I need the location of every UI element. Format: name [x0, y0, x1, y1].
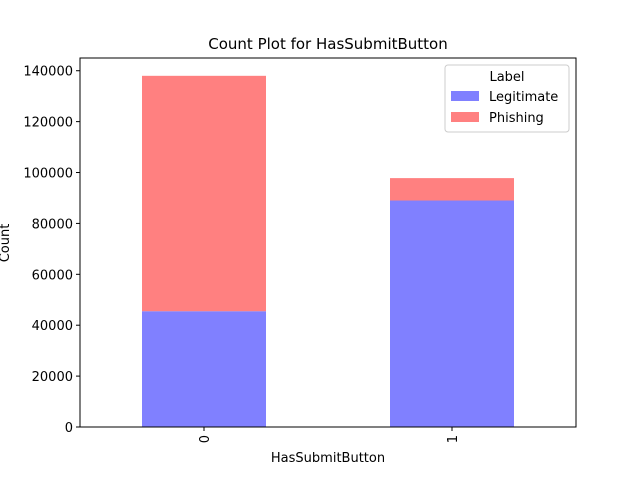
- bar-phishing-1: [390, 178, 514, 201]
- y-axis: 0 20000 40000 60000 80000 100000 120000 140000: [23, 65, 80, 436]
- legend-swatch-phishing: [451, 112, 479, 122]
- x-tick-label: 0: [198, 435, 213, 443]
- legend-title: Label: [489, 70, 524, 85]
- legend-label-phishing: Phishing: [489, 111, 544, 126]
- y-tick-label: 80000: [32, 217, 73, 232]
- x-tick-label: 1: [446, 435, 461, 443]
- y-tick-label: 0: [65, 421, 73, 436]
- x-axis-label: HasSubmitButton: [271, 451, 385, 466]
- bar-legitimate-1: [390, 200, 514, 427]
- bar-legitimate-0: [142, 311, 266, 427]
- legend-label-legitimate: Legitimate: [489, 90, 558, 105]
- bar-phishing-0: [142, 75, 266, 312]
- y-tick-label: 120000: [23, 116, 73, 131]
- bars: [142, 75, 514, 427]
- plot-frame: [79, 57, 577, 428]
- y-axis-label: Count: [0, 224, 13, 263]
- y-tick-label: 60000: [32, 268, 73, 283]
- y-tick-label: 40000: [32, 319, 73, 334]
- y-tick-label: 20000: [32, 370, 73, 385]
- y-tick-label: 140000: [23, 65, 73, 80]
- y-tick-label: 100000: [23, 167, 73, 182]
- chart-title: Count Plot for HasSubmitButton: [208, 35, 448, 53]
- legend: Label Legitimate Phishing: [444, 64, 570, 133]
- legend-swatch-legitimate: [451, 91, 479, 101]
